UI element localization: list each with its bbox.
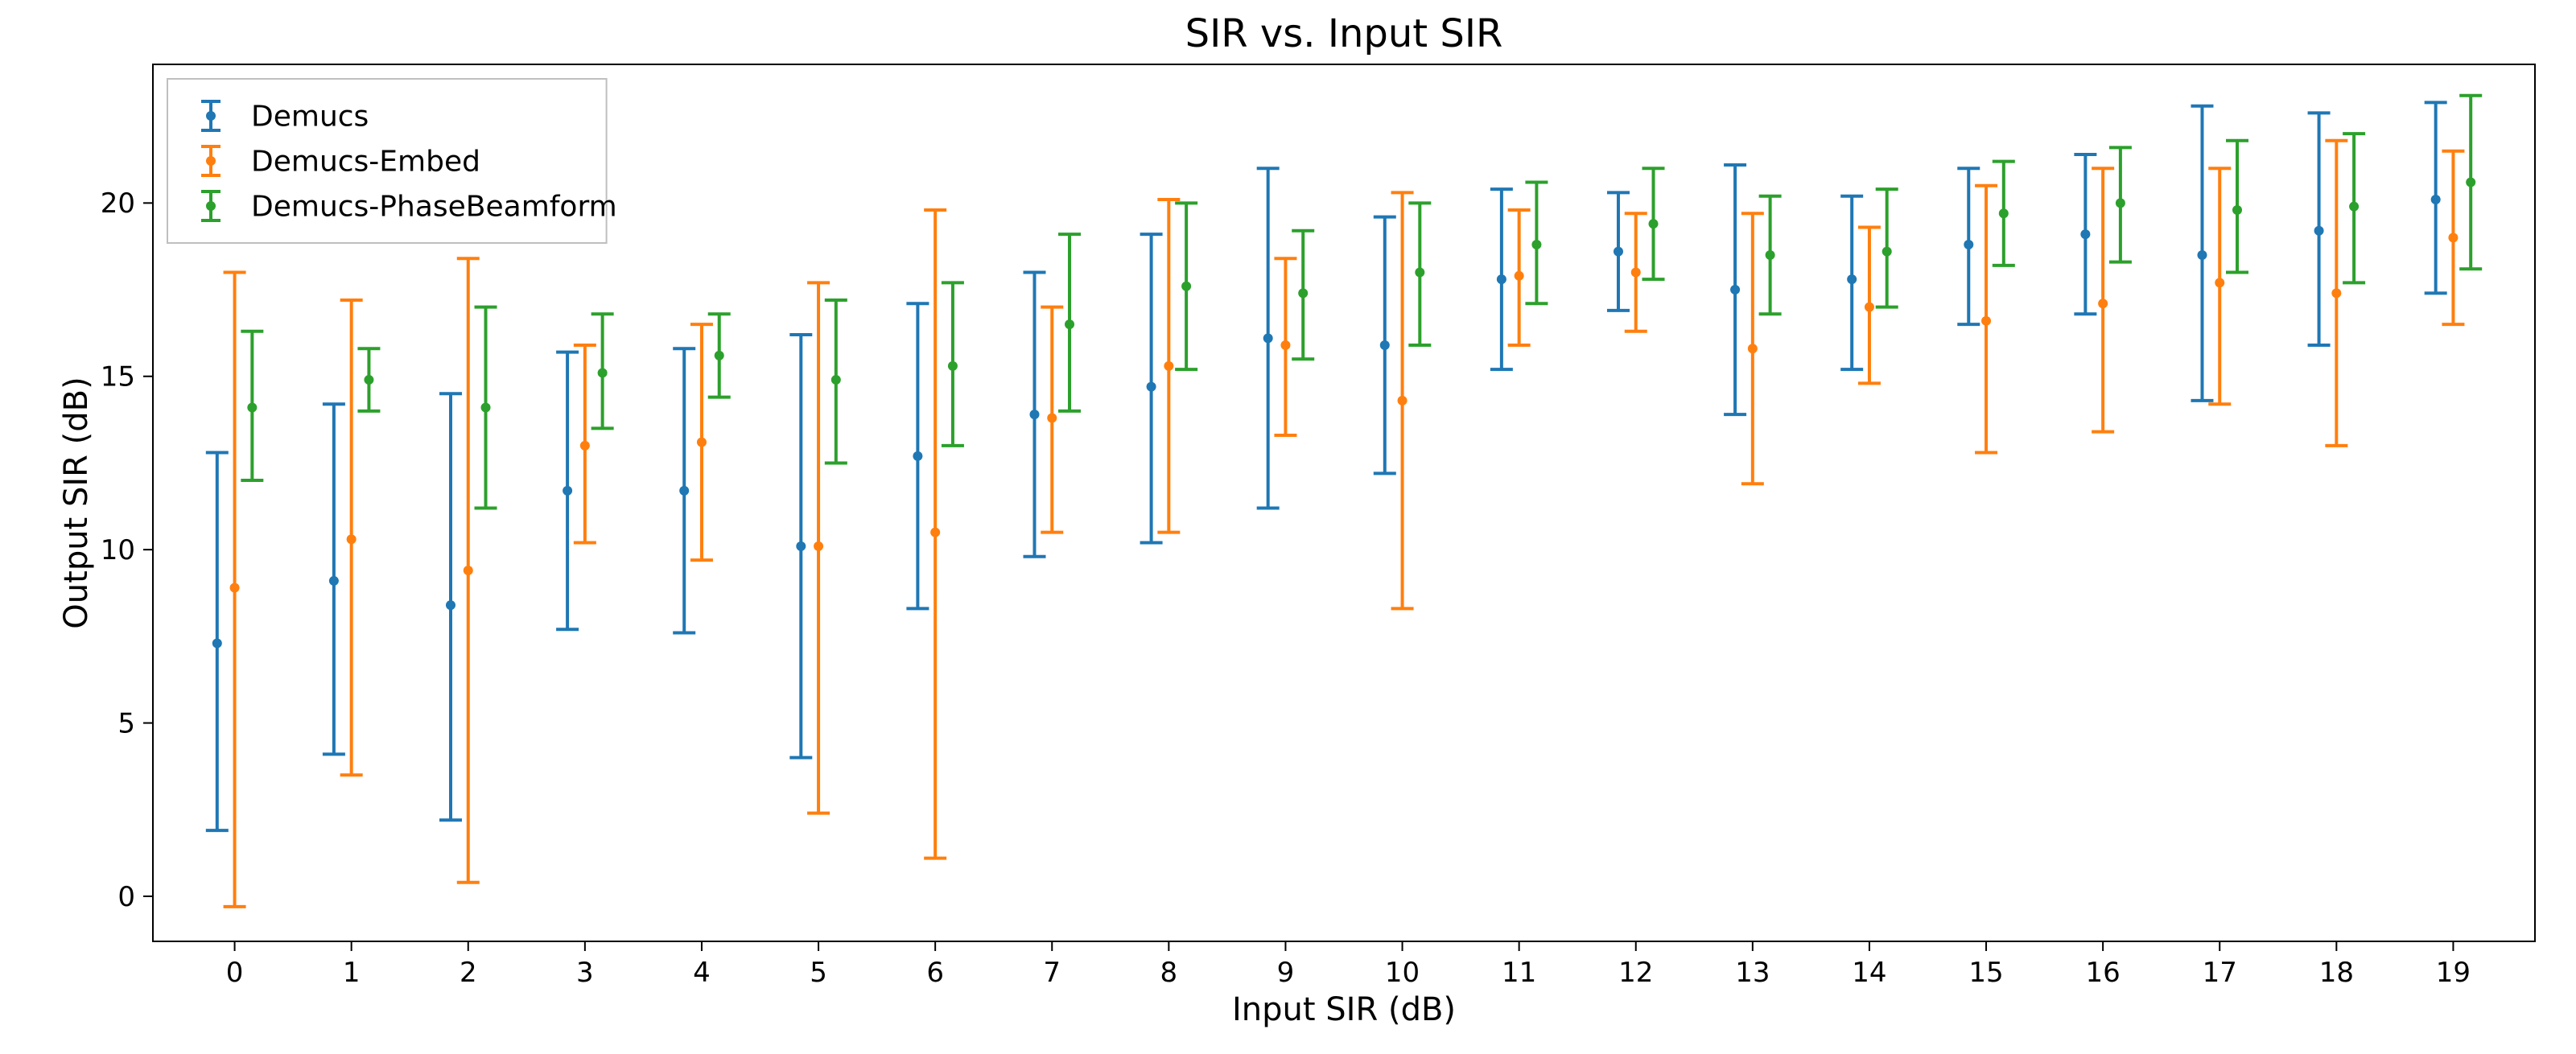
data-marker: [2197, 250, 2207, 260]
x-tick-label: 4: [693, 957, 711, 989]
data-marker: [464, 566, 473, 575]
data-marker: [2314, 226, 2324, 236]
data-marker: [563, 486, 572, 496]
data-marker: [1730, 285, 1740, 294]
x-tick-label: 0: [226, 957, 244, 989]
x-tick-label: 11: [1502, 957, 1536, 989]
x-tick-label: 6: [926, 957, 944, 989]
y-tick-label: 10: [101, 534, 135, 566]
data-marker: [1631, 267, 1641, 277]
data-marker: [2232, 205, 2242, 215]
data-marker: [329, 576, 339, 586]
x-tick-label: 13: [1735, 957, 1770, 989]
data-marker: [930, 528, 940, 537]
data-marker: [2098, 298, 2108, 308]
data-marker: [1164, 361, 1173, 371]
data-marker: [1766, 250, 1775, 260]
legend-sample-marker: [206, 201, 216, 211]
data-marker: [1999, 208, 2009, 218]
y-tick-label: 0: [117, 881, 135, 913]
y-tick-label: 5: [117, 707, 135, 739]
data-marker: [715, 351, 724, 360]
data-marker: [2466, 177, 2475, 187]
x-tick-label: 8: [1160, 957, 1178, 989]
data-marker: [1047, 413, 1057, 422]
x-tick-label: 12: [1618, 957, 1653, 989]
x-tick-label: 2: [460, 957, 477, 989]
x-tick-label: 7: [1043, 957, 1061, 989]
x-tick-label: 1: [343, 957, 361, 989]
x-tick-label: 19: [2436, 957, 2471, 989]
data-marker: [1415, 267, 1424, 277]
data-marker: [2116, 198, 2125, 208]
data-marker: [1964, 240, 1973, 249]
data-marker: [1649, 219, 1659, 229]
data-marker: [2331, 288, 2341, 298]
data-marker: [796, 541, 806, 551]
data-marker: [2431, 195, 2441, 204]
data-marker: [2215, 278, 2224, 287]
data-marker: [1181, 282, 1191, 291]
y-tick-label: 15: [101, 361, 135, 393]
y-axis-label: Output SIR (dB): [58, 377, 95, 628]
legend-label: Demucs-Embed: [251, 146, 480, 179]
data-marker: [230, 583, 240, 593]
x-tick-label: 16: [2086, 957, 2121, 989]
data-marker: [1497, 274, 1506, 284]
data-marker: [1748, 344, 1758, 353]
x-tick-label: 3: [576, 957, 594, 989]
data-marker: [212, 638, 222, 648]
figure-container: 01234567891011121314151617181905101520In…: [0, 0, 2576, 1054]
data-marker: [2349, 202, 2359, 212]
data-marker: [1865, 303, 1874, 312]
data-marker: [2080, 229, 2090, 239]
data-marker: [446, 600, 455, 610]
data-marker: [913, 451, 922, 461]
data-marker: [1515, 271, 1524, 281]
x-tick-label: 10: [1385, 957, 1420, 989]
y-tick-label: 20: [101, 187, 135, 220]
legend: Demucs Demucs-Embed Demucs-PhaseBeamform: [167, 79, 617, 243]
data-marker: [1298, 288, 1308, 298]
data-marker: [481, 403, 491, 413]
data-marker: [1029, 410, 1039, 419]
data-marker: [1531, 240, 1541, 249]
data-marker: [2448, 233, 2458, 242]
legend-sample-marker: [206, 111, 216, 121]
data-marker: [1065, 319, 1074, 329]
data-marker: [1614, 247, 1623, 257]
data-marker: [679, 486, 689, 496]
x-tick-label: 9: [1277, 957, 1295, 989]
sir-chart: 01234567891011121314151617181905101520In…: [0, 0, 2576, 1054]
legend-sample-marker: [206, 156, 216, 166]
data-marker: [347, 534, 357, 544]
data-marker: [1263, 333, 1273, 343]
data-marker: [1380, 340, 1390, 350]
data-marker: [831, 375, 841, 385]
chart-title: SIR vs. Input SIR: [1185, 11, 1503, 56]
x-tick-label: 14: [1852, 957, 1886, 989]
data-marker: [1147, 382, 1156, 392]
data-marker: [814, 541, 823, 551]
data-marker: [247, 403, 257, 413]
data-marker: [580, 441, 590, 451]
x-tick-label: 5: [810, 957, 827, 989]
x-tick-label: 17: [2203, 957, 2237, 989]
data-marker: [364, 375, 373, 385]
legend-label: Demucs-PhaseBeamform: [251, 191, 617, 224]
x-axis-label: Input SIR (dB): [1232, 991, 1456, 1028]
data-marker: [1847, 274, 1857, 284]
legend-label: Demucs: [251, 101, 369, 134]
data-marker: [598, 368, 608, 377]
x-tick-label: 18: [2319, 957, 2354, 989]
data-marker: [948, 361, 958, 371]
data-marker: [697, 438, 707, 447]
data-marker: [1882, 247, 1892, 257]
data-marker: [1981, 316, 1991, 326]
data-marker: [1398, 396, 1408, 406]
data-marker: [1280, 340, 1290, 350]
x-tick-label: 15: [1968, 957, 2003, 989]
